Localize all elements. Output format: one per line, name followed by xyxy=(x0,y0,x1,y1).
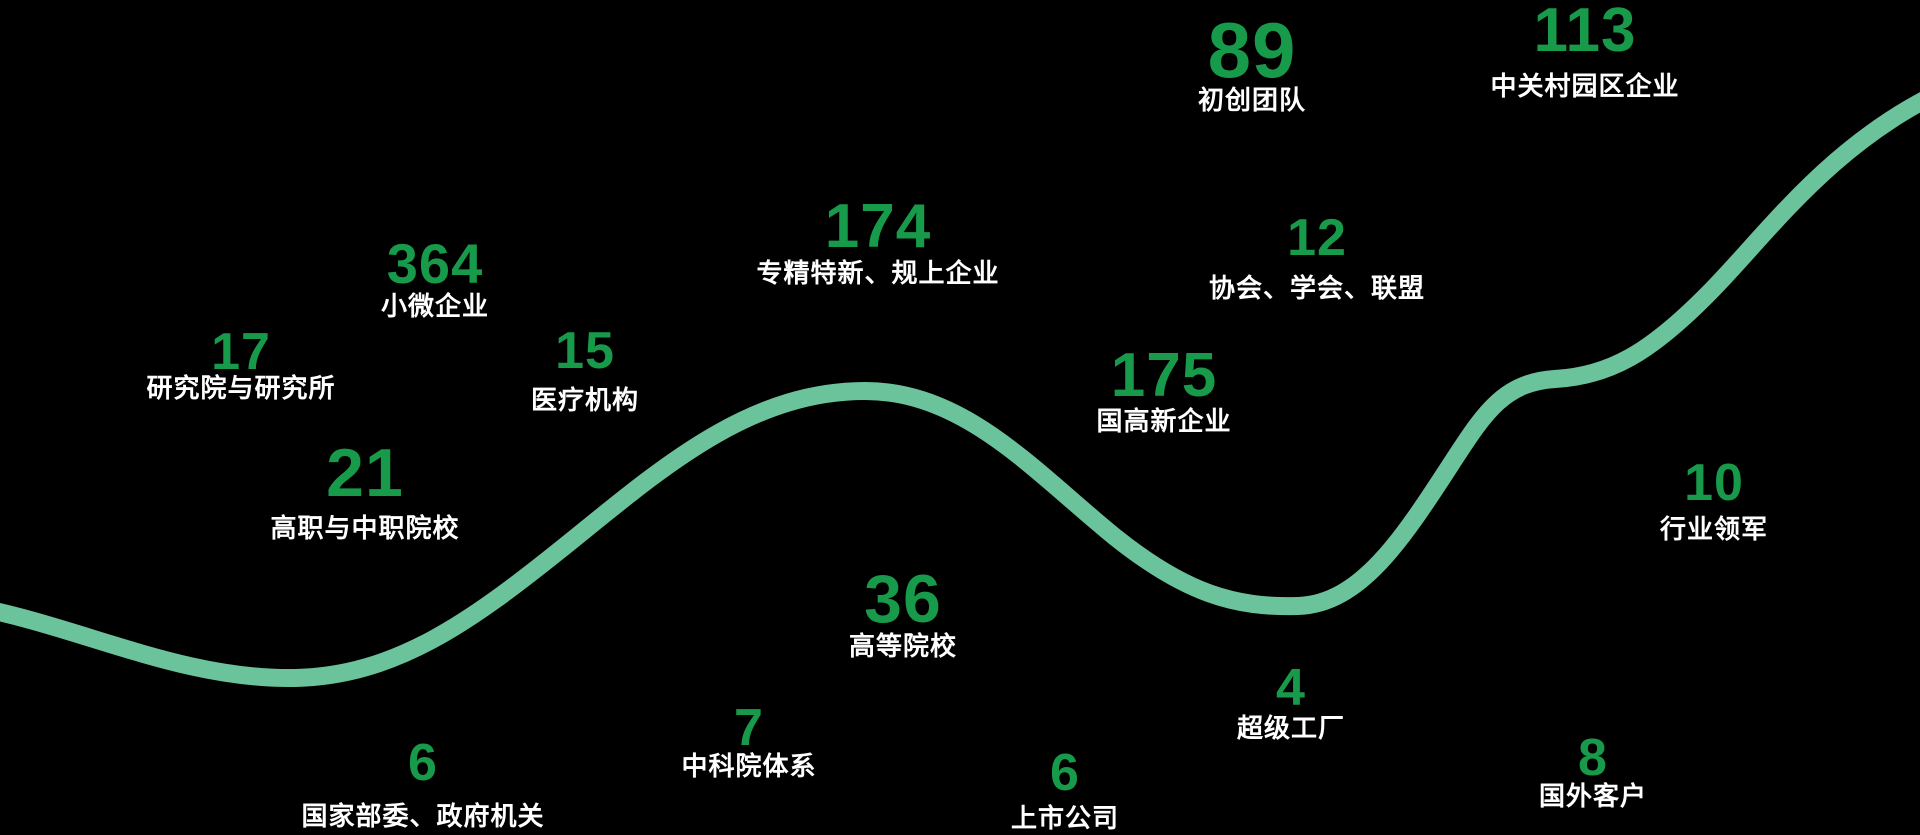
stat-label: 上市公司 xyxy=(1010,803,1120,833)
wave-curve-path xyxy=(0,92,1920,688)
stat-value: 36 xyxy=(864,561,942,637)
stat-value: 10 xyxy=(1684,454,1744,512)
stat-value: 4 xyxy=(1276,659,1306,717)
stat-label: 医疗机构 xyxy=(530,385,640,415)
stat-label: 专精特新、规上企业 xyxy=(756,258,1000,288)
stat-label: 行业领军 xyxy=(1659,514,1769,544)
stat-label: 研究院与研究所 xyxy=(146,373,336,403)
stat-label: 初创团队 xyxy=(1197,85,1307,115)
stat-value: 7 xyxy=(734,699,764,757)
stat-value: 175 xyxy=(1110,341,1218,410)
stat-label: 高等院校 xyxy=(848,631,958,661)
stat-label: 超级工厂 xyxy=(1236,713,1346,743)
stat-value: 8 xyxy=(1578,729,1608,787)
stat-label: 中关村园区企业 xyxy=(1490,71,1680,101)
stat-label: 协会、学会、联盟 xyxy=(1208,273,1426,303)
stat-value: 113 xyxy=(1533,0,1637,65)
stat-label: 高职与中职院校 xyxy=(270,513,460,543)
stat-value: 6 xyxy=(1050,744,1080,802)
stat-label: 小微企业 xyxy=(380,291,490,321)
stat-value: 174 xyxy=(824,192,932,261)
stat-value: 89 xyxy=(1207,6,1297,94)
stat-value: 6 xyxy=(408,734,438,792)
stat-value: 12 xyxy=(1287,209,1347,267)
stat-value: 364 xyxy=(386,232,484,295)
stat-label: 中科院体系 xyxy=(681,751,817,781)
stat-label: 国家部委、政府机关 xyxy=(301,801,545,831)
stat-label: 国高新企业 xyxy=(1096,406,1232,436)
stat-value: 21 xyxy=(326,435,404,511)
stat-value: 15 xyxy=(555,322,615,380)
stat-value: 17 xyxy=(211,323,271,381)
stat-label: 国外客户 xyxy=(1538,781,1648,811)
